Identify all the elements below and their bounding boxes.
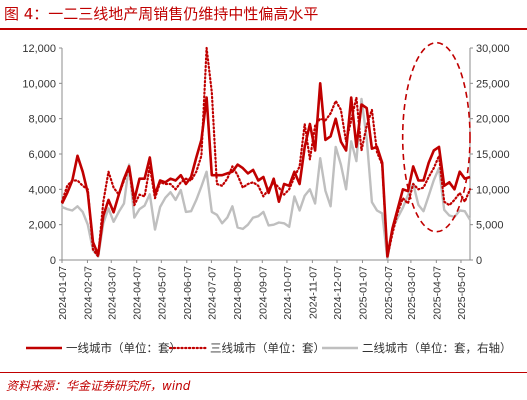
series-line-tier1	[60, 81, 471, 258]
title-divider	[0, 28, 527, 30]
y-tick-label-right: 10,000	[476, 184, 510, 196]
y-tick-label-left: 6,000	[28, 149, 56, 161]
y-tick-label-right: 5,000	[476, 220, 504, 232]
y-tick-label-right: 30,000	[476, 43, 510, 55]
series-line-tier3	[60, 46, 472, 258]
chart-annotation	[401, 41, 471, 233]
legend-label: 一线城市（单位：套）	[66, 341, 181, 355]
y-tick-label-left: 2,000	[28, 220, 56, 232]
x-tick-label: 2024-10-07	[282, 266, 294, 320]
y-tick-label-right: 15,000	[476, 149, 510, 161]
y-tick-label-left: 10,000	[22, 78, 56, 90]
y-tick-label-right: 20,000	[476, 114, 510, 126]
x-tick-label: 2024-06-07	[182, 266, 194, 320]
x-tick-label: 2024-09-07	[257, 266, 269, 320]
chart-axes: 0 2,000 4,000 6,000 8,000 10,000 12,000 0 5,000 1…	[22, 43, 509, 320]
line-chart: 0 2,000 4,000 6,000 8,000 10,000 12,000 0 5,000 1…	[22, 41, 512, 355]
y-tick-label-left: 4,000	[28, 184, 56, 196]
y-tick-label-left: 0	[50, 255, 56, 267]
legend-label: 二线城市（单位：套，右轴）	[362, 341, 512, 355]
x-tick-label: 2024-02-07	[82, 266, 94, 320]
x-tick-label: 2024-07-07	[206, 266, 218, 320]
x-tick-label: 2024-11-07	[307, 266, 319, 319]
x-tick-label: 2025-02-07	[383, 266, 395, 320]
legend-label: 三线城市（单位：套）	[210, 341, 325, 355]
highlight-ellipse	[401, 41, 471, 233]
x-tick-label: 2025-04-07	[431, 266, 443, 320]
x-tick-label: 2024-12-07	[332, 266, 344, 320]
figure-title: 图 4：一二三线地产周销售仍维持中性偏高水平	[4, 5, 319, 23]
x-tick-label: 2024-08-07	[232, 266, 244, 320]
x-tick-label: 2024-05-07	[156, 266, 168, 320]
x-tick-label: 2025-05-07	[456, 266, 468, 320]
x-tick-label: 2024-01-07	[57, 266, 69, 320]
x-tick-label: 2025-03-07	[406, 266, 418, 320]
chart-series	[60, 46, 472, 260]
y-tick-label-right: 25,000	[476, 78, 510, 90]
x-tick-label: 2024-04-07	[132, 266, 144, 320]
x-tick-label: 2025-01-07	[357, 266, 369, 320]
source-divider	[0, 372, 527, 373]
y-tick-label-left: 8,000	[28, 114, 56, 126]
chart-legend: 一线城市（单位：套） 三线城市（单位：套） 二线城市（单位：套，右轴）	[26, 341, 512, 355]
x-tick-label: 2024-03-07	[106, 266, 118, 320]
y-tick-label-left: 12,000	[22, 43, 56, 55]
y-tick-label-right: 0	[476, 255, 482, 267]
source-note: 资料来源：华金证券研究所，wind	[6, 379, 191, 393]
